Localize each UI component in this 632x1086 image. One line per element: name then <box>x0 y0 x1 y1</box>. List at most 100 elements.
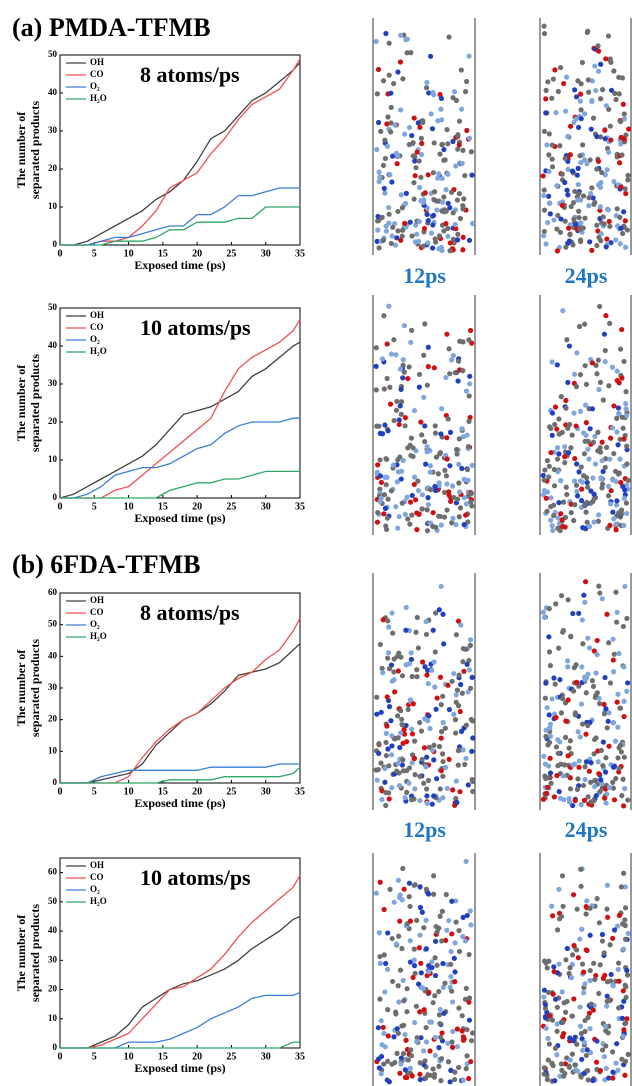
atom <box>565 450 572 456</box>
atom <box>546 168 552 175</box>
atom <box>373 38 379 45</box>
atom <box>414 674 420 680</box>
atom <box>456 118 463 124</box>
atom <box>445 416 451 422</box>
atom <box>600 762 606 769</box>
atom <box>424 449 430 455</box>
atom <box>393 407 400 413</box>
atom <box>570 688 577 694</box>
series-line <box>59 341 301 499</box>
atom <box>411 474 418 480</box>
atom <box>407 219 413 225</box>
atom <box>585 722 591 729</box>
atom <box>551 217 557 223</box>
atom <box>466 337 472 343</box>
atom <box>591 491 597 497</box>
atom <box>440 960 446 967</box>
atom <box>417 1009 423 1015</box>
atom <box>438 95 445 102</box>
atom <box>445 1059 452 1065</box>
atom <box>442 467 448 474</box>
atom <box>427 463 433 469</box>
atom <box>600 214 606 220</box>
atom <box>418 960 424 966</box>
atom <box>617 214 623 220</box>
atom <box>466 418 472 424</box>
atom <box>582 111 588 117</box>
atom <box>452 969 458 975</box>
atom <box>401 323 408 329</box>
atom <box>611 450 617 457</box>
atom <box>382 137 388 143</box>
atom <box>604 725 610 731</box>
atom <box>468 1038 475 1044</box>
atom <box>614 619 620 625</box>
atom <box>383 802 389 809</box>
snapshot <box>539 853 632 1086</box>
atom <box>576 610 582 616</box>
atom <box>568 634 574 640</box>
atom <box>424 507 430 513</box>
atom <box>382 505 389 511</box>
atom <box>554 248 561 254</box>
atom <box>560 903 566 909</box>
atom <box>391 337 397 343</box>
atom <box>419 909 425 915</box>
atom <box>423 764 429 770</box>
atom <box>541 753 547 759</box>
atom <box>576 758 582 764</box>
atom <box>388 488 395 494</box>
atom <box>588 488 594 494</box>
atom <box>469 462 475 468</box>
atom <box>543 790 550 796</box>
atom <box>398 708 404 714</box>
atom <box>416 945 422 951</box>
atom <box>600 468 606 475</box>
atom <box>424 528 431 534</box>
atom <box>590 683 597 689</box>
atom <box>385 655 391 661</box>
atom <box>621 870 627 876</box>
atom <box>444 435 450 441</box>
atom <box>541 477 547 483</box>
atom <box>436 607 442 613</box>
atom <box>567 152 573 158</box>
atom <box>614 609 620 615</box>
atom <box>588 1001 594 1007</box>
atom <box>556 961 562 967</box>
atom <box>602 795 608 801</box>
atom <box>581 451 588 457</box>
atom <box>599 931 606 938</box>
atom <box>618 511 625 517</box>
atom <box>625 680 631 686</box>
atom <box>409 132 415 139</box>
atom <box>385 428 391 434</box>
atom <box>431 196 437 203</box>
atom <box>610 1069 616 1075</box>
atom <box>460 206 466 212</box>
atom <box>616 650 622 657</box>
atom <box>446 917 452 924</box>
series-line <box>60 643 301 784</box>
atom <box>405 706 411 713</box>
atom <box>406 780 412 786</box>
atom <box>373 890 379 896</box>
atom <box>463 985 469 991</box>
atom <box>436 483 442 489</box>
snapshot <box>539 573 632 810</box>
atom <box>576 214 582 221</box>
y-tick-label: 20 <box>48 163 58 173</box>
atom <box>585 1068 591 1074</box>
atom <box>573 384 580 390</box>
atom <box>448 961 454 967</box>
annotation: 10 atoms/ps <box>140 865 251 890</box>
atom <box>426 713 432 719</box>
atom <box>423 618 429 625</box>
atom <box>423 946 429 952</box>
legend-label: CO <box>90 322 104 332</box>
atom <box>607 123 613 129</box>
atom <box>446 706 453 713</box>
atom <box>456 190 463 197</box>
atom <box>557 143 563 149</box>
